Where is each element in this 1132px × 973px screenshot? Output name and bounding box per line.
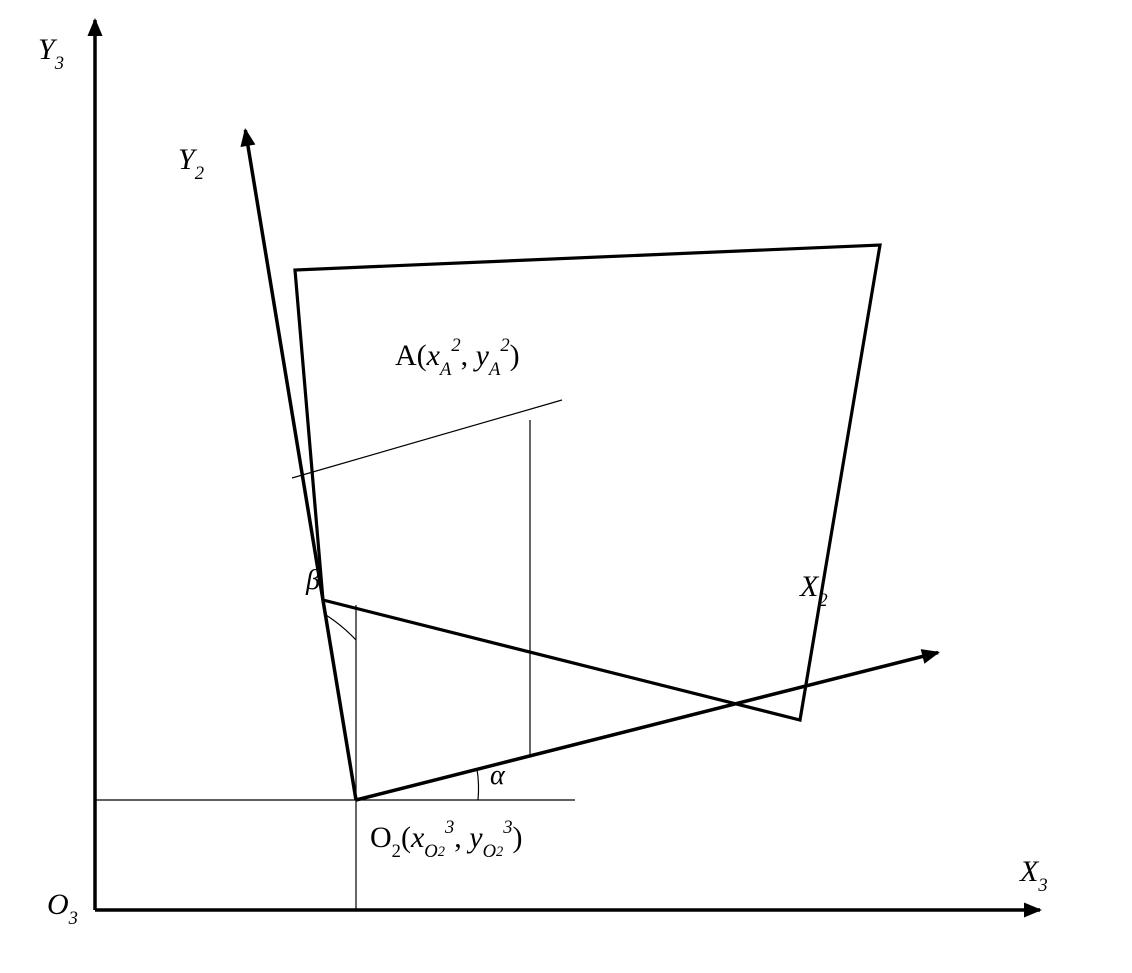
point-a-label: A(xA2, yA2) — [395, 338, 520, 378]
diagram-svg — [0, 0, 1132, 973]
x2-axis-label: X2 — [800, 570, 828, 609]
alpha-label: α — [490, 760, 505, 792]
x3-axis-label: X3 — [1020, 855, 1048, 894]
y3-axis-label: Y3 — [38, 33, 64, 72]
diagram-canvas: Y3 X3 O3 Y2 X2 A(xA2, yA2) O2(xO23, yO23… — [0, 0, 1132, 973]
o2-origin-label: O2(xO23, yO23) — [370, 820, 523, 860]
y2-axis-label: Y2 — [178, 143, 204, 182]
beta-label: β — [306, 565, 320, 597]
o3-origin-label: O3 — [47, 888, 78, 927]
